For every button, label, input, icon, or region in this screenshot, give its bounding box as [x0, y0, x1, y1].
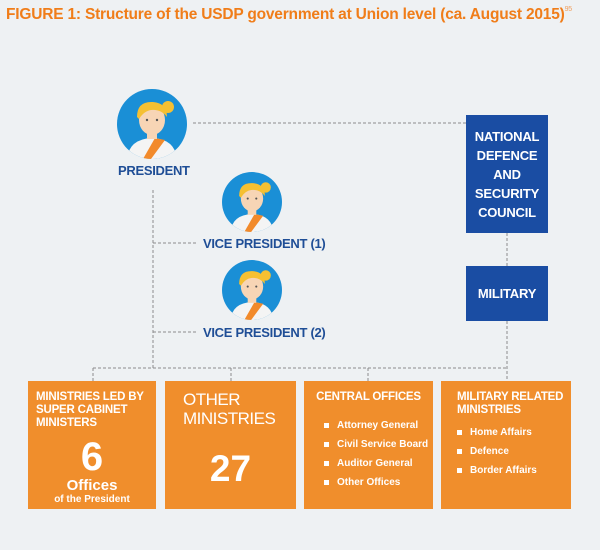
bullet-icon — [324, 423, 329, 428]
military-label: MILITARY — [477, 286, 537, 301]
other-ministries-title: OTHER MINISTRIES — [183, 390, 276, 428]
other-ministries-box: OTHER MINISTRIES 27 — [165, 381, 296, 509]
central-offices-box: CENTRAL OFFICES Attorney General Civil S… — [304, 381, 433, 509]
list-item: Home Affairs — [457, 423, 537, 442]
super-cabinet-subtitle: Offices — [66, 477, 118, 494]
list-item-label: Defence — [470, 446, 509, 457]
list-item: Other Offices — [324, 473, 428, 492]
military-box: MILITARY — [466, 266, 548, 321]
super-cabinet-ministries-box: MINISTRIES LED BY SUPER CABINET MINISTER… — [28, 381, 156, 509]
military-related-list: Home Affairs Defence Border Affairs — [457, 423, 537, 480]
list-item-label: Home Affairs — [470, 427, 532, 438]
list-item-label: Auditor General — [337, 458, 413, 469]
bullet-icon — [324, 480, 329, 485]
central-offices-list: Attorney General Civil Service Board Aud… — [324, 416, 428, 492]
figure-title-text: FIGURE 1: Structure of the USDP governme… — [6, 6, 565, 23]
list-item-label: Border Affairs — [470, 465, 537, 476]
military-related-title: MILITARY RELATED MINISTRIES — [457, 391, 564, 416]
list-item: Civil Service Board — [324, 435, 428, 454]
list-item-label: Other Offices — [337, 477, 401, 488]
ndsc-box: NATIONAL DEFENCE AND SECURITY COUNCIL — [466, 115, 548, 233]
bullet-icon — [324, 442, 329, 447]
central-offices-title: CENTRAL OFFICES — [316, 391, 421, 403]
list-item-label: Civil Service Board — [337, 439, 429, 450]
list-item: Auditor General — [324, 454, 428, 473]
list-item: Defence — [457, 442, 537, 461]
super-cabinet-count: 6 — [80, 435, 104, 479]
president-label: PRESIDENT — [118, 163, 190, 178]
ndsc-label: NATIONAL DEFENCE AND SECURITY COUNCIL — [474, 128, 540, 220]
other-ministries-count: 27 — [209, 448, 252, 489]
vice-president-1-avatar-icon — [222, 172, 282, 232]
vice-president-2-avatar-icon — [222, 260, 282, 320]
military-related-ministries-box: MILITARY RELATED MINISTRIES Home Affairs… — [441, 381, 571, 509]
super-cabinet-subtitle-small: of the President — [54, 494, 130, 505]
super-cabinet-title: MINISTRIES LED BY SUPER CABINET MINISTER… — [36, 391, 144, 429]
list-item: Attorney General — [324, 416, 428, 435]
bullet-icon — [457, 449, 462, 454]
figure-title: FIGURE 1: Structure of the USDP governme… — [6, 6, 596, 24]
bullet-icon — [457, 430, 462, 435]
list-item-label: Attorney General — [337, 420, 419, 431]
bullet-icon — [324, 461, 329, 466]
president-avatar-icon — [117, 89, 187, 159]
vice-president-1-label: VICE PRESIDENT (1) — [203, 236, 326, 251]
list-item: Border Affairs — [457, 461, 537, 480]
vice-president-2-label: VICE PRESIDENT (2) — [203, 325, 326, 340]
bullet-icon — [457, 468, 462, 473]
footnote-marker: 95 — [564, 6, 573, 13]
